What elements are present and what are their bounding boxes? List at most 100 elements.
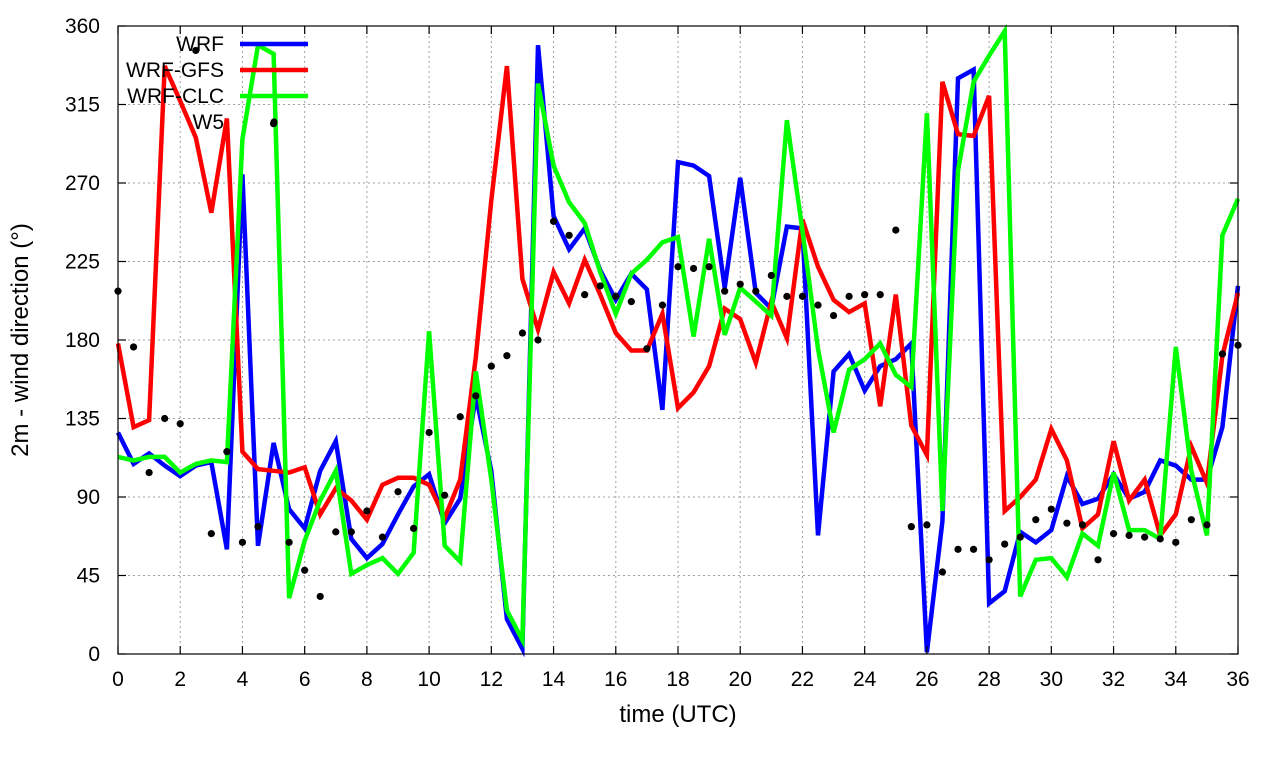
data-point-w5 (892, 226, 900, 234)
legend-label: W5 (193, 111, 225, 134)
x-tick-label: 0 (112, 668, 124, 691)
data-point-w5 (238, 538, 247, 546)
data-point-w5 (565, 231, 573, 239)
data-point-w5 (503, 352, 511, 360)
data-point-w5 (861, 291, 869, 299)
y-tick-label: 0 (88, 643, 100, 666)
data-point-w5 (394, 488, 402, 496)
data-point-w5 (674, 263, 682, 271)
data-point-w5 (456, 413, 464, 421)
data-point-w5 (1187, 516, 1195, 524)
data-point-w5 (627, 298, 635, 306)
y-tick-label: 270 (65, 172, 100, 195)
data-point-w5 (223, 448, 231, 456)
data-point-w5 (176, 420, 184, 428)
series-line-wrf (115, 44, 1241, 658)
x-tick-label: 14 (542, 668, 566, 691)
y-tick-label: 45 (77, 565, 100, 588)
data-point-w5 (472, 392, 480, 400)
data-point-w5 (938, 568, 947, 576)
data-point-w5 (378, 533, 387, 541)
data-point-w5 (705, 263, 713, 271)
data-point-w5 (721, 287, 729, 295)
data-point-w5 (549, 217, 558, 225)
data-point-w5 (301, 566, 309, 574)
data-point-w5 (1032, 516, 1040, 524)
series-line-wrf-gfs (115, 65, 1241, 541)
data-point-w5 (954, 545, 962, 553)
legend-entry-w5: W5 (193, 111, 278, 134)
data-point-w5 (1063, 519, 1071, 527)
axis-ticks (117, 25, 1239, 655)
data-point-w5 (814, 301, 822, 309)
series-layer (114, 23, 1242, 658)
data-point-w5 (1001, 540, 1009, 548)
legend-label: WRF-CLC (127, 85, 224, 108)
data-point-w5 (752, 287, 760, 295)
data-point-w5 (736, 280, 744, 288)
x-tick-label: 30 (1040, 668, 1063, 691)
data-point-w5 (1078, 521, 1087, 529)
y-tick-label: 315 (65, 94, 100, 117)
data-point-w5 (1218, 350, 1227, 358)
x-tick-label: 6 (299, 668, 311, 691)
x-tick-label: 18 (666, 668, 689, 691)
legend-entry-wrf-gfs: WRF-GFS (126, 59, 308, 82)
x-axis-title: time (UTC) (619, 701, 736, 728)
data-point-w5 (1172, 538, 1180, 546)
data-point-w5 (923, 521, 931, 529)
data-point-w5 (145, 468, 153, 477)
y-tick-label: 90 (77, 486, 100, 509)
data-point-w5 (1047, 505, 1055, 513)
data-point-w5 (907, 523, 915, 531)
data-point-w5 (581, 291, 589, 299)
data-point-w5 (876, 291, 884, 299)
y-tick-label: 360 (65, 15, 100, 38)
legend-entry-wrf: WRF (176, 33, 308, 56)
data-point-w5 (487, 362, 495, 370)
x-tick-label: 36 (1226, 668, 1249, 691)
tick-labels: 0 2 4 6 8 10 12 14 16 18 20 22 24 26 28 30 32 34 360459013… (65, 15, 1250, 691)
x-tick-label: 8 (361, 668, 373, 691)
data-point-w5 (829, 311, 838, 320)
data-point-w5 (518, 329, 527, 337)
data-point-w5 (689, 264, 698, 273)
x-tick-label: 20 (729, 668, 752, 691)
data-point-w5 (285, 538, 293, 546)
data-point-w5 (969, 545, 978, 553)
data-point-w5 (783, 292, 791, 300)
data-point-w5 (409, 524, 418, 533)
x-tick-label: 4 (237, 668, 249, 691)
x-tick-label: 22 (791, 668, 814, 691)
legend-swatch-w5 (270, 118, 278, 126)
x-tick-label: 24 (853, 668, 877, 691)
data-point-w5 (1109, 530, 1118, 538)
legend-entry-wrf-clc: WRF-CLC (127, 85, 308, 108)
data-point-w5 (254, 523, 262, 531)
y-axis-title: 2m - wind direction (°) (7, 223, 34, 457)
y-tick-label: 180 (65, 329, 100, 352)
data-point-w5 (332, 528, 340, 536)
series-w5 (114, 46, 1242, 601)
grid (118, 26, 1238, 654)
legend-label: WRF-GFS (126, 59, 224, 82)
y-tick-label: 135 (65, 408, 100, 431)
data-point-w5 (658, 301, 667, 309)
legend: WRF WRF-GFS WRF-CLC W5 (126, 33, 308, 134)
x-tick-label: 12 (480, 668, 503, 691)
x-tick-label: 16 (604, 668, 627, 691)
x-tick-label: 32 (1102, 668, 1125, 691)
x-tick-label: 26 (915, 668, 938, 691)
series-line-wrf-clc (117, 23, 1241, 649)
data-point-w5 (1156, 535, 1164, 543)
data-point-w5 (441, 491, 449, 499)
data-point-w5 (1016, 533, 1024, 541)
data-point-w5 (192, 46, 200, 55)
data-point-w5 (207, 530, 215, 538)
data-point-w5 (1125, 531, 1133, 539)
data-point-w5 (1094, 556, 1102, 564)
x-tick-label: 34 (1164, 668, 1188, 691)
x-tick-label: 10 (417, 668, 440, 691)
